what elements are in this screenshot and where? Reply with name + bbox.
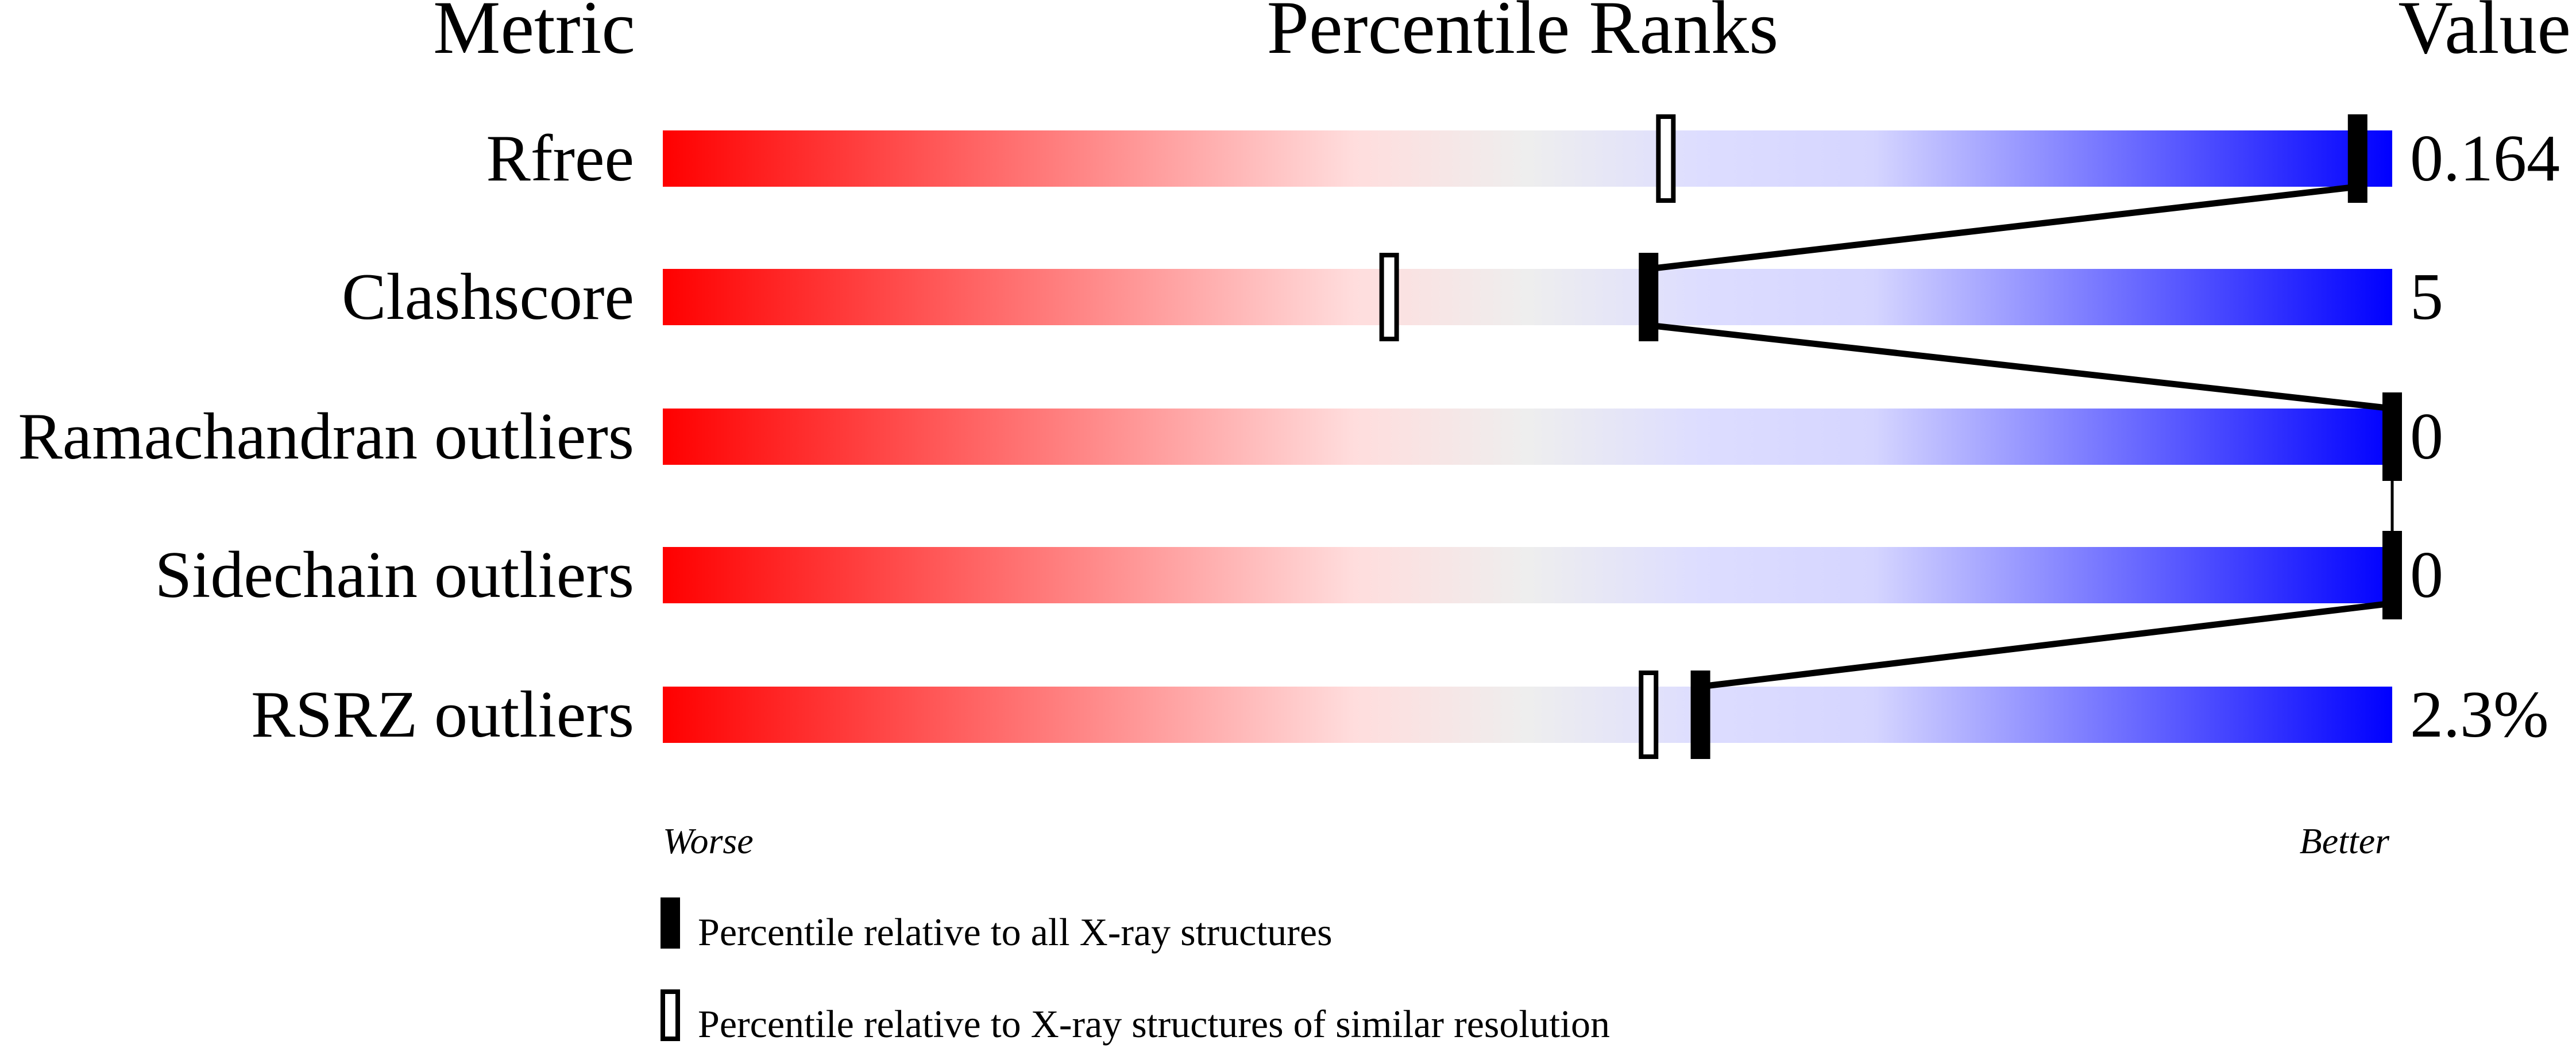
marker-similar-resolution	[1639, 671, 1659, 759]
marker-all-structures	[2382, 392, 2402, 481]
legend-open-marker	[661, 989, 680, 1041]
metric-label: Sidechain outliers	[155, 538, 634, 612]
connector-line	[1648, 183, 2358, 272]
marker-similar-resolution	[1656, 114, 1676, 203]
legend-filled-marker	[661, 897, 680, 949]
metric-value: 5	[2410, 260, 2443, 334]
percentile-bar	[663, 547, 2392, 603]
marker-all-structures	[1639, 253, 1659, 341]
metric-value: 0	[2410, 400, 2443, 473]
percentile-bar	[663, 409, 2392, 465]
header-percentile-ranks: Percentile Ranks	[1267, 0, 1779, 70]
metric-value: 0.164	[2410, 122, 2560, 195]
metric-row: Rfree 0.164	[486, 122, 2560, 195]
metric-label: Ramachandran outliers	[18, 400, 634, 473]
marker-all-structures	[1690, 671, 1710, 759]
axis-label-worse: Worse	[663, 820, 754, 861]
metric-label: RSRZ outliers	[251, 678, 634, 752]
percentile-bar	[663, 687, 2392, 743]
marker-similar-resolution	[1379, 253, 1399, 341]
metric-row: RSRZ outliers 2.3%	[251, 678, 2549, 752]
connector-line	[1700, 600, 2393, 690]
percentile-bar	[663, 269, 2392, 325]
legend-label-similar: Percentile relative to X-ray structures …	[698, 1002, 1610, 1046]
legend-label-all: Percentile relative to all X-ray structu…	[698, 910, 1333, 954]
header-metric: Metric	[433, 0, 635, 70]
axis-label-better: Better	[2300, 820, 2390, 861]
connector-line	[1648, 322, 2393, 412]
metric-value: 2.3%	[2410, 678, 2549, 752]
header-value: Value	[2398, 0, 2571, 70]
marker-all-structures	[2347, 114, 2368, 203]
marker-all-structures	[2382, 531, 2402, 619]
metric-value: 0	[2410, 538, 2443, 612]
metric-row: Ramachandran outliers 0	[18, 400, 2443, 473]
percentile-bar	[663, 130, 2392, 187]
metric-row: Clashscore 5	[342, 260, 2443, 334]
metric-label: Rfree	[486, 122, 634, 195]
metric-label: Clashscore	[342, 260, 634, 334]
metric-row: Sidechain outliers 0	[155, 538, 2443, 612]
